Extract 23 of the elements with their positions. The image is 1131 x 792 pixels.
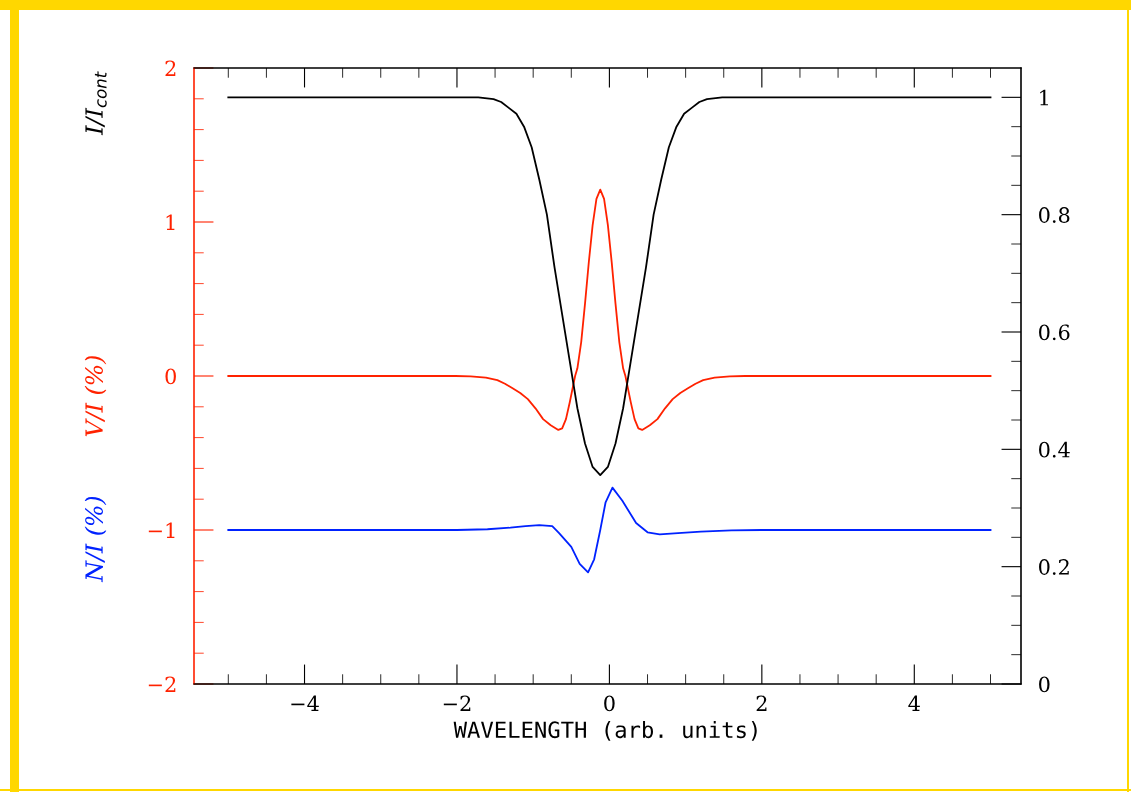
y-tick-label: 0 <box>165 368 176 385</box>
y-tick-label: 1 <box>166 214 175 230</box>
text: N/I (%) <box>84 496 107 583</box>
x-tick-label: 4 <box>908 695 920 711</box>
text: V/I (%) <box>84 356 107 437</box>
x-tick-label: 2 <box>756 695 767 711</box>
y2-tick-label: 0.2 <box>1039 559 1069 575</box>
line-series <box>227 96 992 477</box>
y2-tick-label: 0 <box>1039 676 1050 693</box>
y2-tick-label: 0.4 <box>1039 441 1070 458</box>
y2-tick-label: 0.8 <box>1039 207 1070 223</box>
y-tick-label: 2 <box>165 60 176 76</box>
y2-tick-label: 1 <box>1040 89 1048 106</box>
text: I/I$_{cont}$ <box>85 71 107 136</box>
y2-tick-label: 0.6 <box>1039 324 1070 341</box>
y-tick-label: −1 <box>148 522 175 538</box>
x-axis-title: WAVELENGTH (arb. units) <box>453 720 757 741</box>
x-tick-label: 0 <box>604 695 615 712</box>
line-series <box>227 486 992 574</box>
x-tick-label: −2 <box>443 695 471 711</box>
x-tick-label: −4 <box>291 695 319 711</box>
y-tick-label: −2 <box>148 676 176 692</box>
line-series <box>227 188 992 431</box>
